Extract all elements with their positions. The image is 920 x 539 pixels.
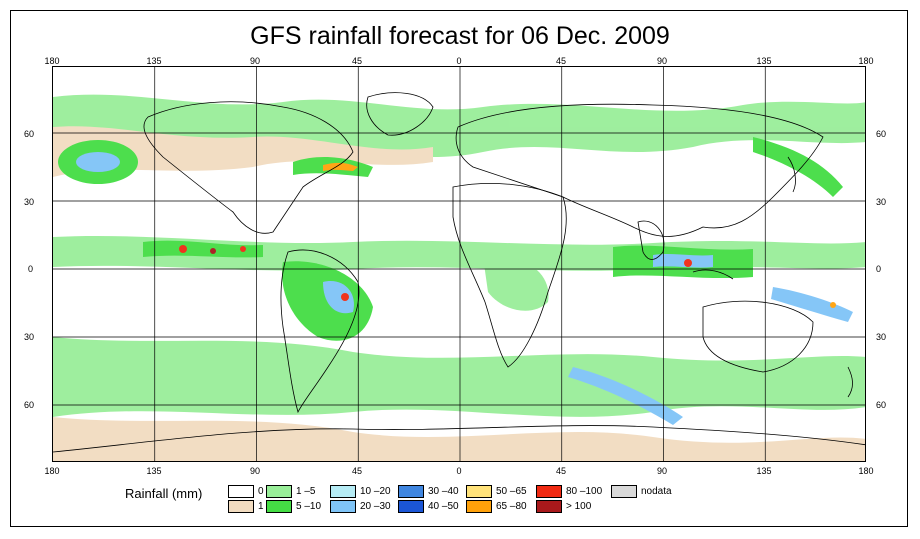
lat-label-right: 60 xyxy=(876,129,887,139)
lon-label-bottom: 135 xyxy=(756,466,772,476)
legend-label: 80 –100 xyxy=(566,486,603,497)
legend-swatch xyxy=(611,485,637,498)
legend-swatch xyxy=(228,485,254,498)
lat-label-left: 60 xyxy=(24,129,35,139)
lon-label-top: 135 xyxy=(756,56,772,66)
lat-label-right: 30 xyxy=(876,197,887,207)
legend-swatch xyxy=(466,500,492,513)
lon-label-bottom: 45 xyxy=(351,466,362,476)
continent-outlines xyxy=(53,92,865,453)
lon-label-bottom: 0 xyxy=(456,466,462,476)
lat-label-right: 60 xyxy=(876,400,887,410)
lon-label-top: 90 xyxy=(656,56,667,66)
lon-label-top: 45 xyxy=(351,56,362,66)
lon-label-bottom: 180 xyxy=(858,466,874,476)
legend-swatch xyxy=(398,500,424,513)
legend-label: 30 –40 xyxy=(428,486,459,497)
lon-label-top: 180 xyxy=(858,56,874,66)
legend-label: 0 xyxy=(258,486,264,497)
legend-swatch xyxy=(536,500,562,513)
legend-title: Rainfall (mm) xyxy=(125,486,203,501)
rainfall-fields xyxy=(53,94,865,461)
legend-label: 1 –5 xyxy=(296,486,316,497)
lat-label-left: 0 xyxy=(28,264,34,274)
lat-label-left: 30 xyxy=(24,332,35,342)
lat-label-right: 30 xyxy=(876,332,887,342)
legend-label: 5 –10 xyxy=(296,501,322,512)
legend-swatch xyxy=(330,485,356,498)
legend-swatch xyxy=(266,500,292,513)
figure-frame xyxy=(10,10,908,527)
lon-label-bottom: 135 xyxy=(146,466,162,476)
lat-label-right: 0 xyxy=(876,264,882,274)
lon-label-bottom: 45 xyxy=(555,466,566,476)
legend-label: 10 –20 xyxy=(360,486,391,497)
legend-swatch xyxy=(536,485,562,498)
legend-swatch xyxy=(228,500,254,513)
lon-label-top: 0 xyxy=(456,56,462,66)
legend-swatch xyxy=(330,500,356,513)
legend-label: nodata xyxy=(641,486,672,497)
legend-label: 40 –50 xyxy=(428,501,459,512)
lon-label-top: 45 xyxy=(555,56,566,66)
legend-swatch xyxy=(266,485,292,498)
lon-label-bottom: 90 xyxy=(249,466,260,476)
legend-label: 20 –30 xyxy=(360,501,391,512)
graticule xyxy=(53,67,865,461)
legend-swatch xyxy=(466,485,492,498)
rainfall-map-graphic xyxy=(53,67,865,461)
lon-label-bottom: 90 xyxy=(656,466,667,476)
lon-label-bottom: 180 xyxy=(44,466,60,476)
lon-label-top: 90 xyxy=(249,56,260,66)
rainfall-map xyxy=(52,66,866,462)
legend-label: > 100 xyxy=(566,501,592,512)
lon-label-top: 135 xyxy=(146,56,162,66)
legend-label: 50 –65 xyxy=(496,486,527,497)
legend-swatch xyxy=(398,485,424,498)
lat-label-left: 60 xyxy=(24,400,35,410)
lat-label-left: 30 xyxy=(24,197,35,207)
map-title: GFS rainfall forecast for 06 Dec. 2009 xyxy=(250,22,670,50)
legend-label: 1 xyxy=(258,501,264,512)
legend-label: 65 –80 xyxy=(496,501,527,512)
lon-label-top: 180 xyxy=(44,56,60,66)
